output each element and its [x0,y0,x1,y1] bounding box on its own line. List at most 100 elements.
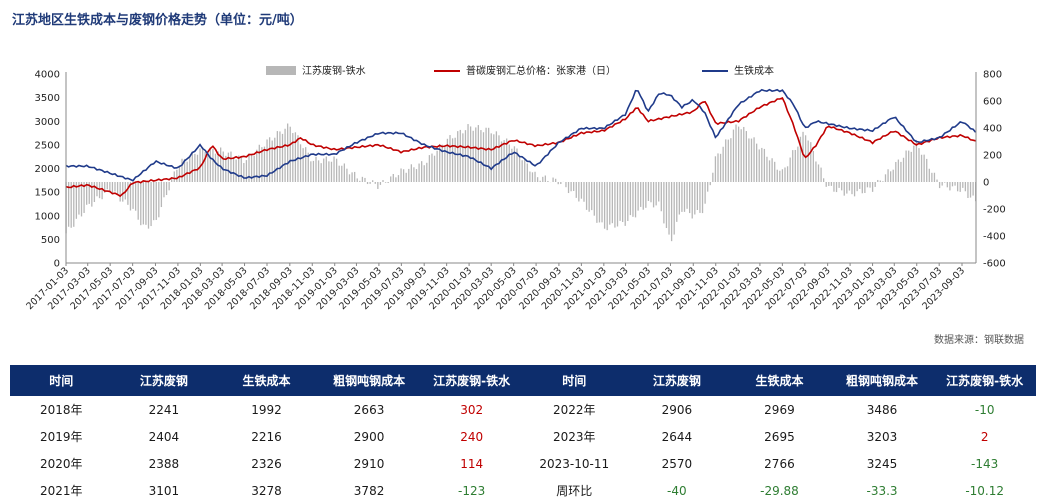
spread-bar [233,157,234,182]
spread-bar [882,181,883,182]
spread-bar [720,154,721,182]
spread-bar [331,162,332,182]
cell-scrap-price: 2241 [113,396,216,423]
header-scrap-price: 江苏废钢 [113,365,216,396]
header-scrap-minus-iron: 江苏废钢-铁水 [420,365,523,396]
spread-bar [704,182,705,204]
spread-bar [171,179,172,182]
spread-bar [181,159,182,182]
cell-pig-iron-cost: 2766 [728,450,831,477]
spread-bar [532,172,533,182]
legend-label-spread: 江苏废钢-铁水 [302,64,366,77]
y-right-tick-label: -200 [983,205,1006,216]
spread-bar [460,130,461,182]
cell-scrap-minus-iron: 2 [933,423,1036,450]
y-right-tick-label: 400 [983,124,1002,135]
spread-bar [877,180,878,182]
spread-bar [243,163,244,182]
spread-bar [671,182,672,241]
spread-bar [284,129,285,182]
spread-bar [138,182,139,220]
spread-bar [851,182,852,194]
spread-bar [903,158,904,182]
y-right-tick-label: 200 [983,151,1002,162]
cell-time: 2021年 [10,477,113,504]
spread-bar [192,152,193,182]
spread-bar [905,151,906,182]
spread-bar [153,182,154,220]
spread-bar [434,156,435,182]
header-pig-iron-cost: 生铁成本 [215,365,318,396]
spread-bar [859,182,860,189]
spread-bar [491,133,492,182]
spread-bar [292,133,293,182]
cell-pig-iron-cost: 2969 [728,396,831,423]
spread-bar [223,152,224,182]
spread-bar [872,182,873,192]
spread-bar [792,150,793,182]
spread-bar [318,160,319,182]
legend-label-scrap-price: 普碳废钢汇总价格：张家港（日） [466,64,616,77]
spread-bar [591,182,592,210]
spread-bar [666,182,667,228]
spread-bar [784,167,785,182]
spread-bar [833,182,834,192]
spread-bar [962,182,963,188]
spread-bar [326,157,327,182]
spread-bar [148,182,149,229]
spread-bar [217,151,218,182]
spread-bar [944,182,945,183]
spread-bar [923,155,924,182]
spread-bar [351,172,352,182]
spread-bar [527,163,528,182]
spread-bar [524,159,525,182]
spread-bar [349,174,350,182]
spread-bar [300,144,301,182]
spread-bar [408,169,409,182]
spread-bar [779,171,780,182]
spread-bar [406,173,407,182]
spread-bar [668,182,669,235]
spread-bar [117,182,118,195]
spread-bar [774,162,775,182]
table-header-row: 时间 江苏废钢 生铁成本 粗钢吨钢成本 江苏废钢-铁水 时间 江苏废钢 生铁成本… [10,365,1036,396]
spread-bar [413,167,414,182]
spread-bar [625,182,626,226]
spread-bar [457,131,458,182]
spread-bar [470,126,471,182]
spread-bar [918,148,919,182]
spread-bar [545,175,546,182]
spread-bar [269,137,270,182]
spread-bar [777,170,778,182]
spread-bar [808,141,809,182]
spread-bar [769,160,770,182]
spread-bar [161,182,162,207]
spread-bar [689,182,690,213]
spread-bar [274,138,275,182]
spread-bar [187,162,188,182]
cell-scrap-minus-iron: 302 [420,396,523,423]
spread-bar [898,160,899,182]
spread-bar [452,138,453,182]
spread-bar [367,182,368,184]
spread-bar [648,182,649,201]
spread-bar [771,158,772,182]
spread-bar [782,169,783,182]
spread-bar [323,159,324,182]
spread-bar [372,180,373,182]
spread-bar [717,153,718,182]
spread-bar [424,165,425,182]
cell-time: 周环比 [523,477,626,504]
spread-bar [168,182,169,190]
cell-pig-iron-cost: 2326 [215,450,318,477]
spread-bar [114,182,115,192]
spread-bar [395,177,396,182]
spread-bar [120,182,121,202]
cell-crude-steel-cost: 2910 [318,450,421,477]
spread-bar [522,160,523,182]
cell-scrap-minus-iron: -123 [420,477,523,504]
spread-bar [189,157,190,182]
y-left-tick-label: 2500 [35,140,60,151]
spread-bar [826,182,827,187]
